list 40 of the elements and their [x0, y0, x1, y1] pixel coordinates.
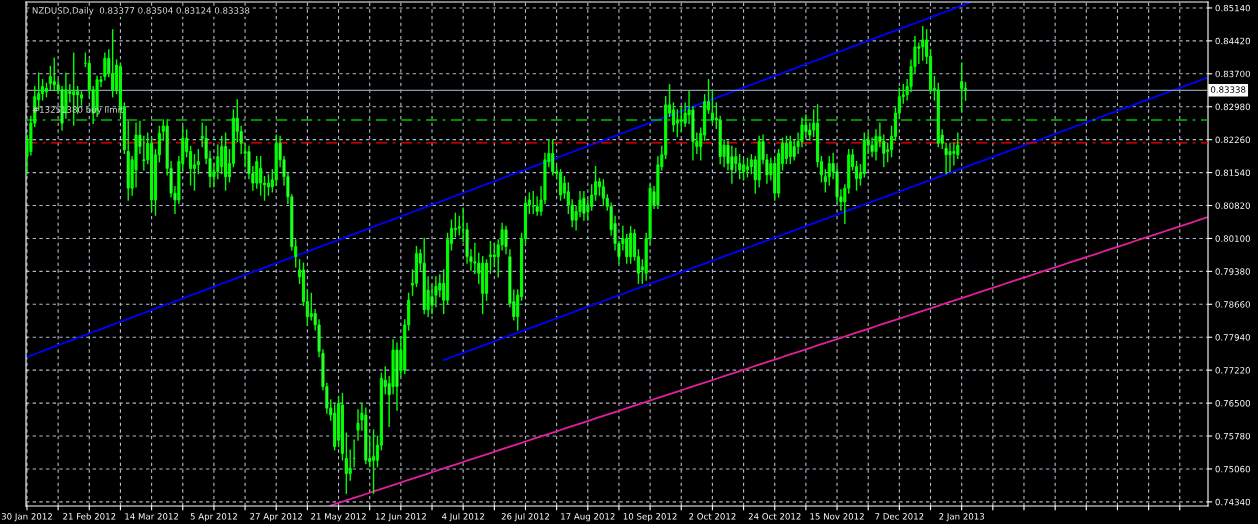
- y-tick-label: 0.82260: [1215, 136, 1250, 144]
- x-tick-label: 10 Sep 2012: [623, 513, 677, 522]
- candlestick: [422, 237, 426, 315]
- x-tick-label: 2 Jan 2013: [939, 513, 985, 522]
- y-tick-label: 0.75780: [1215, 432, 1250, 440]
- x-tick-label: 15 Nov 2012: [810, 513, 864, 520]
- line-series: [442, 76, 1208, 362]
- y-tick-label: 0.83700: [1215, 70, 1250, 78]
- line-series: [26, 2, 971, 358]
- x-tick-label: 5 Apr 2012: [190, 513, 237, 522]
- x-tick-label: 7 Dec 2012: [875, 513, 924, 520]
- x-tick-label: 4 Jul 2012: [441, 512, 484, 522]
- x-tick-label: 17 Aug 2012: [561, 513, 615, 522]
- y-tick-label: 0.80820: [1215, 202, 1250, 209]
- x-tick-label: 24 Oct 2012: [748, 513, 801, 520]
- candlestick: [679, 106, 683, 133]
- x-tick-label: 26 Jul 2012: [501, 512, 549, 522]
- y-tick-label: 0.76500: [1215, 399, 1250, 407]
- x-tick-label: 27 Apr 2012: [250, 513, 302, 522]
- x-tick-label: 14 Mar 2012: [125, 513, 179, 520]
- x-tick-label: 21 Feb 2012: [63, 512, 116, 520]
- y-tick-label: 0.85140: [1215, 4, 1250, 12]
- y-tick-label: 0.77220: [1215, 367, 1250, 374]
- y-tick-label: 0.82980: [1215, 103, 1250, 111]
- y-tick-label: 0.79380: [1215, 268, 1250, 275]
- y-tick-label: 0.84420: [1215, 37, 1250, 45]
- y-tick-label: 0.80100: [1215, 235, 1250, 242]
- text: NZDUSD,Daily 0.83377 0.83504 0.83124 0.83338: [32, 7, 250, 16]
- ref-line-label: 0.83338: [1210, 86, 1246, 93]
- y-tick-label: 0.77940: [1215, 334, 1250, 341]
- y-tick-label: 0.75060: [1215, 465, 1250, 473]
- y-tick-label: 0.78660: [1215, 301, 1250, 308]
- x-tick-label: 2 Oct 2012: [689, 513, 736, 520]
- x-tick-label: 12 Jun 2012: [375, 513, 426, 522]
- y-tick-label: 0.74340: [1215, 498, 1250, 506]
- line-series: [329, 216, 1208, 506]
- y-tick-label: 0.81540: [1215, 169, 1250, 176]
- candlestick: [364, 407, 368, 465]
- x-tick-label: 21 May 2012: [311, 513, 366, 522]
- x-tick-label: 30 Jan 2012: [1, 513, 52, 522]
